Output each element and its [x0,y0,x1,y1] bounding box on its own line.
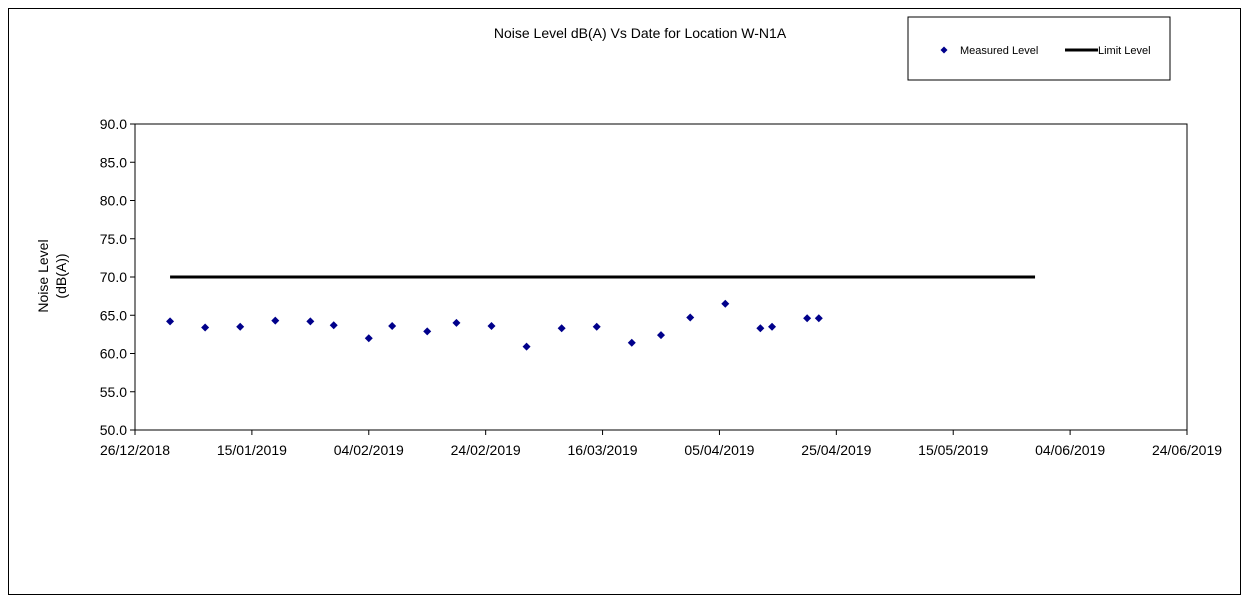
x-tick-label-8: 04/06/2019 [1035,442,1105,458]
y-tick-label-5: 75.0 [100,231,127,247]
measured-point-6 [364,334,373,343]
y-tick-label-0: 50.0 [100,422,127,438]
measured-point-9 [452,318,461,327]
x-tick-label-5: 05/04/2019 [684,442,754,458]
measured-point-20 [803,314,812,323]
measured-point-5 [329,321,338,330]
measured-point-11 [522,342,531,351]
x-axis: 26/12/2018 15/01/2019 04/02/2019 24/02/2019… [100,430,1222,458]
y-axis: 50.0 55.0 60.0 65.0 70.0 75.0 80.0 85.0 90.0 [100,116,135,438]
legend: Measured Level Limit Level [907,16,1171,81]
y-axis-label: Noise Level (dB(A)) [35,239,69,312]
measured-point-15 [657,331,665,340]
measured-point-21 [814,314,823,323]
x-tick-label-7: 15/05/2019 [918,442,988,458]
x-tick-label-2: 04/02/2019 [334,442,404,458]
measured-point-12 [557,324,566,333]
measured-point-7 [388,321,397,330]
y-axis-label-line-2: (dB(A)) [53,253,69,298]
x-tick-label-9: 24/06/2019 [1152,442,1222,458]
x-tick-label-3: 24/02/2019 [451,442,521,458]
y-axis-label-line-1: Noise Level [35,239,51,312]
y-tick-label-1: 55.0 [100,384,127,400]
legend-box [907,16,1171,81]
y-tick-label-3: 65.0 [100,307,127,323]
measured-point-1 [201,323,210,332]
measured-point-0 [166,317,175,326]
y-tick-label-8: 90.0 [100,116,127,132]
chart-title: Noise Level dB(A) Vs Date for Location W… [494,25,787,41]
measured-level-series [166,299,823,351]
y-tick-label-6: 80.0 [100,193,127,209]
measured-point-14 [627,338,636,347]
measured-point-13 [592,322,601,331]
x-tick-label-1: 15/01/2019 [217,442,287,458]
x-tick-label-0: 26/12/2018 [100,442,170,458]
x-tick-label-4: 16/03/2019 [568,442,638,458]
y-tick-label-4: 70.0 [100,269,127,285]
measured-point-19 [768,322,777,331]
legend-marker-measured [940,46,948,54]
measured-point-18 [756,324,765,333]
x-tick-label-6: 25/04/2019 [801,442,871,458]
measured-point-4 [306,317,315,326]
legend-label-measured: Measured Level [960,45,1038,57]
y-tick-label-7: 85.0 [100,154,127,170]
measured-point-10 [487,321,496,330]
measured-point-3 [271,316,280,325]
legend-label-limit: Limit Level [1098,45,1151,57]
measured-point-17 [721,299,730,308]
measured-point-16 [686,313,695,322]
measured-point-8 [423,327,432,336]
y-tick-label-2: 60.0 [100,346,127,362]
measured-point-2 [236,322,245,331]
